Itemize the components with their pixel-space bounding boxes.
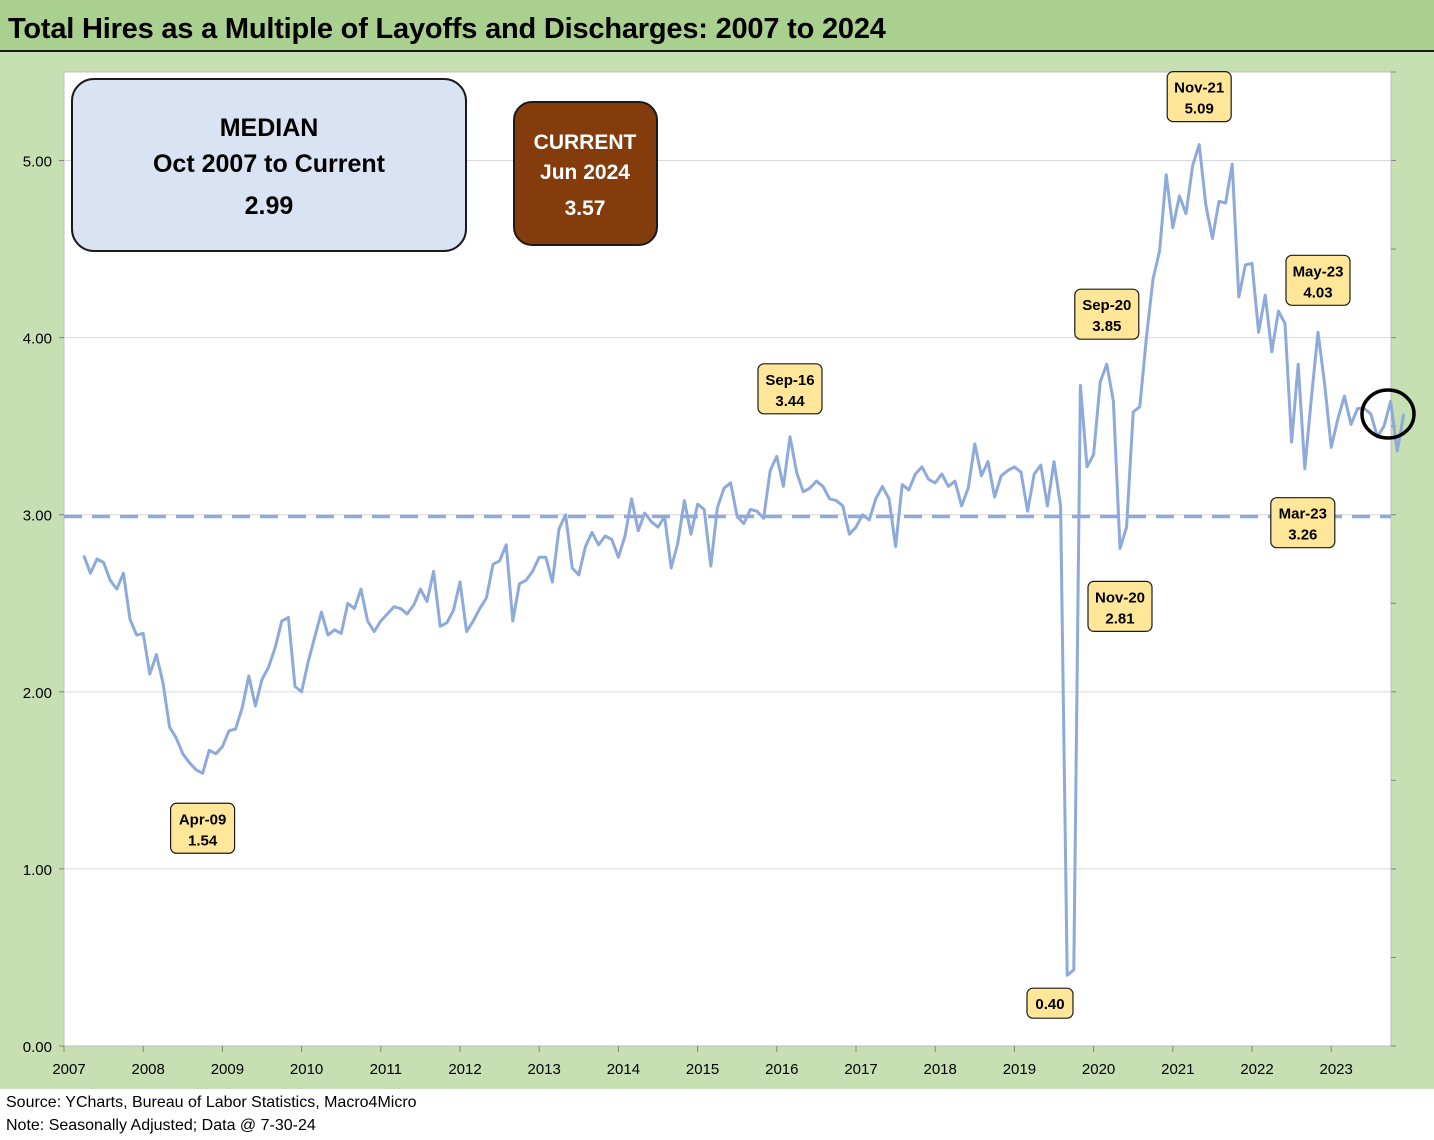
annotation-box [1166, 71, 1232, 123]
x-axis: 2007 2008 2009 2010 2011 2012 2013 2014 2015 2016… [52, 1046, 1353, 1078]
footer: Source: YCharts, Bureau of Labor Statist… [0, 1089, 1434, 1140]
annotation-box [1074, 288, 1140, 340]
annotation-label: Sep-16 [765, 372, 814, 389]
y-tick-label: 2.00 [23, 685, 52, 702]
current-box: CURRENT Jun 2024 3.57 [513, 101, 658, 246]
x-tick-label: 2008 [132, 1061, 165, 1078]
x-tick-label: 2014 [607, 1061, 640, 1078]
y-tick-label: 5.00 [23, 154, 52, 171]
annotations: Apr-09 1.54 Sep-16 3.44 Sep-20 3.85 Nov-20 2.81… [170, 71, 1351, 1019]
annotation-callout: Apr-09 1.54 [170, 802, 236, 854]
annotation-label: May-23 [1293, 263, 1344, 280]
x-tick-label: 2022 [1240, 1061, 1273, 1078]
series-line [82, 143, 1406, 977]
chart-title: Total Hires as a Multiple of Layoffs and… [8, 13, 886, 45]
annotation-label: Apr-09 [179, 811, 227, 828]
x-tick-label: 2009 [211, 1061, 244, 1078]
chart-svg: 0.00 1.00 2.00 3.00 4.00 5.00 2007 2008 2009 201… [23, 71, 1416, 1078]
x-tick-label: 2010 [290, 1061, 323, 1078]
current-box-value: 3.57 [565, 197, 606, 220]
annotation-callout: Nov-21 5.09 [1166, 71, 1232, 123]
annotation-value: 2.81 [1105, 610, 1134, 627]
y-tick-label: 4.00 [23, 331, 52, 348]
x-tick-label: 2021 [1161, 1061, 1194, 1078]
x-tick-label: 2017 [844, 1061, 877, 1078]
y-tick-label: 0.00 [23, 1039, 52, 1056]
annotation-label: Mar-23 [1279, 506, 1327, 523]
x-tick-label: 2018 [924, 1061, 957, 1078]
median-box-period: Oct 2007 to Current [153, 150, 386, 178]
current-box-title: CURRENT [534, 131, 637, 154]
x-tick-label: 2015 [686, 1061, 719, 1078]
annotation-box [1270, 497, 1336, 549]
annotation-callout: 0.40 [1026, 987, 1074, 1019]
current-box-frame [513, 101, 658, 246]
current-highlight-circle [1360, 388, 1416, 440]
annotation-value: 0.40 [1035, 996, 1064, 1013]
annotation-value: 3.85 [1092, 318, 1121, 335]
annotation-value: 4.03 [1303, 284, 1332, 301]
y-tick-label: 3.00 [23, 508, 52, 525]
annotation-box [1087, 580, 1153, 632]
median-box-value: 2.99 [245, 192, 294, 220]
x-tick-label: 2020 [1082, 1061, 1115, 1078]
annotation-callout: May-23 4.03 [1285, 254, 1351, 306]
x-tick-label: 2023 [1320, 1061, 1353, 1078]
x-tick-label: 2011 [370, 1061, 402, 1078]
annotation-value: 5.09 [1185, 101, 1214, 118]
annotation-value: 3.44 [775, 393, 805, 410]
title-bar: Total Hires as a Multiple of Layoffs and… [0, 0, 1434, 52]
y-tick-label: 1.00 [23, 862, 52, 879]
median-box-title: MEDIAN [220, 114, 319, 142]
annotation-callout: Mar-23 3.26 [1270, 497, 1336, 549]
source-note: Source: YCharts, Bureau of Labor Statist… [6, 1094, 417, 1111]
median-box: MEDIAN Oct 2007 to Current 2.99 [71, 78, 467, 252]
annotation-label: Nov-20 [1095, 589, 1145, 606]
x-tick-label: 2013 [528, 1061, 561, 1078]
y-axis: 0.00 1.00 2.00 3.00 4.00 5.00 [23, 71, 1396, 1056]
annotation-callout: Nov-20 2.81 [1087, 580, 1153, 632]
annotation-callout: Sep-20 3.85 [1074, 288, 1140, 340]
annotation-label: Sep-20 [1082, 297, 1131, 314]
chart-area: 0.00 1.00 2.00 3.00 4.00 5.00 2007 2008 2009 201… [0, 52, 1434, 1089]
x-tick-label: 2007 [52, 1061, 85, 1078]
annotation-callout: Sep-16 3.44 [757, 363, 823, 415]
annotation-box [757, 363, 823, 415]
data-note: Note: Seasonally Adjusted; Data @ 7-30-2… [6, 1117, 316, 1134]
annotation-value: 3.26 [1288, 527, 1317, 544]
x-tick-label: 2016 [765, 1061, 798, 1078]
median-box-frame [71, 78, 467, 252]
x-tick-label: 2019 [1003, 1061, 1036, 1078]
current-box-period: Jun 2024 [540, 161, 630, 184]
annotation-value: 1.54 [188, 832, 218, 849]
annotation-box [1026, 987, 1074, 1019]
x-tick-label: 2012 [448, 1061, 481, 1078]
annotation-box [170, 802, 236, 854]
annotation-label: Nov-21 [1174, 80, 1224, 97]
annotation-box [1285, 254, 1351, 306]
